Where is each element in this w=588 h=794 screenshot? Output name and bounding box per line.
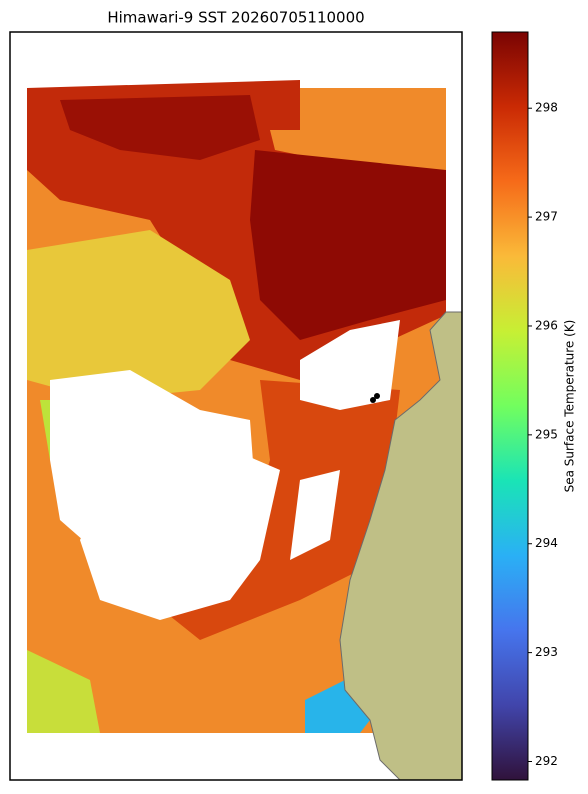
colorbar-tick-label: 292 xyxy=(535,754,558,768)
colorbar-tick-label: 296 xyxy=(535,318,558,332)
colorbar-tick-label: 298 xyxy=(535,101,558,115)
colorbar-tick-label: 295 xyxy=(535,427,558,441)
marker xyxy=(370,397,376,403)
sst-field xyxy=(27,80,462,780)
cloud-mask xyxy=(80,440,280,620)
sst-cold xyxy=(305,680,370,733)
colorbar-tick-label: 297 xyxy=(535,210,558,224)
land xyxy=(339,311,462,780)
marker xyxy=(374,393,380,399)
colorbar-tick-label: 294 xyxy=(535,536,558,550)
map-frame xyxy=(9,31,463,781)
sst-hot xyxy=(250,150,446,340)
colorbar-label: Sea Surface Temperature (K) xyxy=(563,320,577,493)
sst-hot xyxy=(60,95,260,160)
sst-cool xyxy=(27,230,250,400)
cloud-mask xyxy=(300,320,400,410)
colorbar xyxy=(491,31,529,781)
cloud-mask xyxy=(290,470,340,560)
sst-cool xyxy=(27,650,100,733)
colorbar-tick-label: 293 xyxy=(535,645,558,659)
map-title: Himawari-9 SST 20260705110000 xyxy=(107,9,364,27)
